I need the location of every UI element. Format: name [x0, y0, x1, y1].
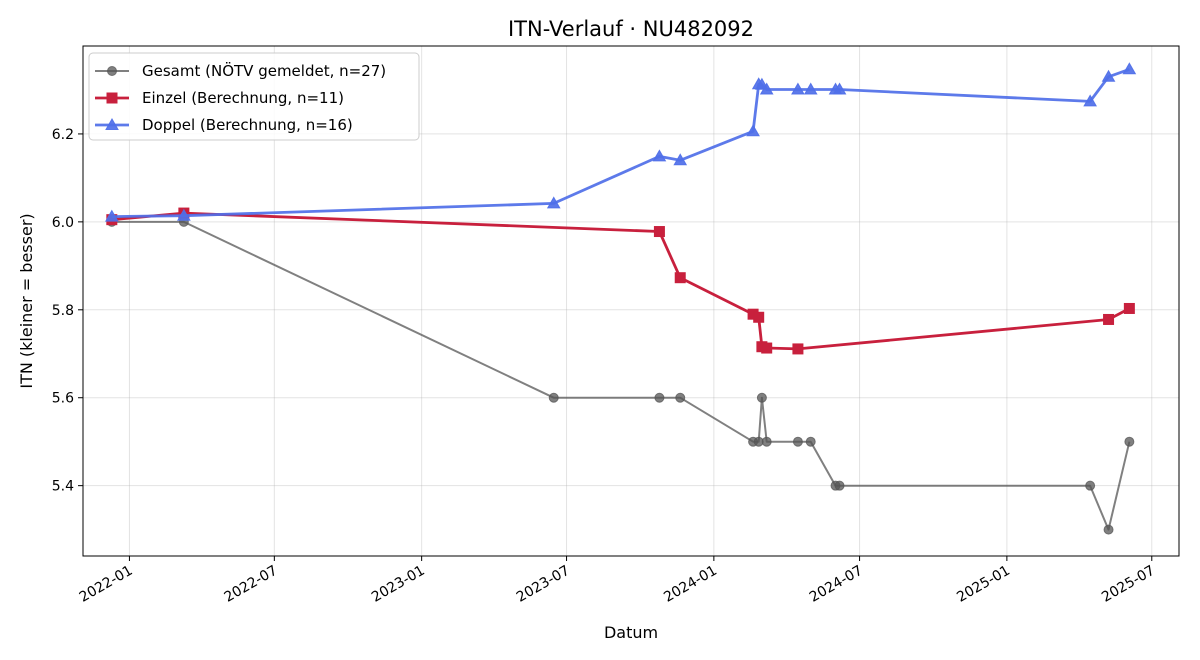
data-point-triangle	[759, 82, 774, 95]
data-point-triangle	[1122, 62, 1137, 75]
data-point-circle	[1103, 524, 1114, 535]
data-point-triangle	[803, 82, 818, 95]
data-point-circle	[761, 436, 772, 447]
legend-item: Gesamt (NÖTV gemeldet, n=27)	[95, 61, 386, 80]
data-point-triangle	[791, 82, 805, 95]
legend-box	[88, 52, 420, 141]
data-point-square	[792, 343, 804, 355]
data-point-circle	[548, 392, 559, 403]
data-point-square	[753, 311, 765, 323]
y-tick-label: 6.0	[52, 215, 74, 231]
data-point-triangle	[105, 117, 119, 130]
y-axis: 5.4 5.6 5.8 6.0 6.2	[52, 127, 83, 495]
series-circle	[106, 216, 1135, 535]
y-axis-label: ITN (kleiner = besser)	[17, 213, 36, 388]
y-tick-label: 5.4	[52, 479, 74, 495]
data-point-triangle	[746, 124, 760, 137]
series-triangle	[104, 62, 1137, 222]
series-layer	[104, 62, 1137, 535]
data-point-square	[674, 272, 686, 284]
data-point-triangle	[1101, 69, 1116, 82]
data-point-square	[106, 92, 118, 104]
legend-item: Einzel (Berechnung, n=11)	[95, 89, 344, 107]
data-point-circle	[675, 392, 686, 403]
data-point-triangle	[832, 82, 847, 95]
legend-label: Doppel (Berechnung, n=16)	[142, 116, 353, 134]
x-axis-label: Datum	[604, 623, 658, 642]
data-point-circle	[1124, 436, 1135, 447]
series-line	[111, 220, 1131, 531]
chart-title: ITN-Verlauf · NU482092	[508, 17, 754, 41]
data-point-square	[1123, 302, 1135, 314]
data-point-square	[761, 342, 773, 354]
legend-item: Doppel (Berechnung, n=16)	[95, 116, 353, 134]
data-point-circle	[756, 392, 767, 403]
y-tick-label: 6.2	[52, 127, 74, 143]
data-point-triangle	[177, 208, 191, 221]
y-tick-label: 5.6	[52, 391, 74, 407]
data-point-triangle	[1083, 94, 1097, 107]
data-point-square	[653, 226, 665, 238]
data-point-square	[1103, 313, 1115, 325]
legend-label: Einzel (Berechnung, n=11)	[142, 89, 344, 107]
data-point-circle	[805, 436, 816, 447]
data-point-triangle	[673, 153, 688, 166]
data-point-circle	[1085, 480, 1096, 491]
data-point-triangle	[652, 149, 667, 162]
legend: Gesamt (NÖTV gemeldet, n=27) Einzel (Bere…	[88, 52, 420, 141]
y-tick-label: 5.8	[52, 303, 74, 319]
data-point-triangle	[546, 196, 561, 209]
data-point-circle	[107, 66, 117, 76]
series-square	[106, 207, 1135, 355]
data-point-circle	[834, 480, 845, 491]
plot-frame	[82, 45, 1180, 557]
legend-label: Gesamt (NÖTV gemeldet, n=27)	[142, 61, 386, 80]
data-point-triangle	[104, 209, 119, 222]
data-point-circle	[792, 436, 803, 447]
data-point-circle	[654, 392, 665, 403]
